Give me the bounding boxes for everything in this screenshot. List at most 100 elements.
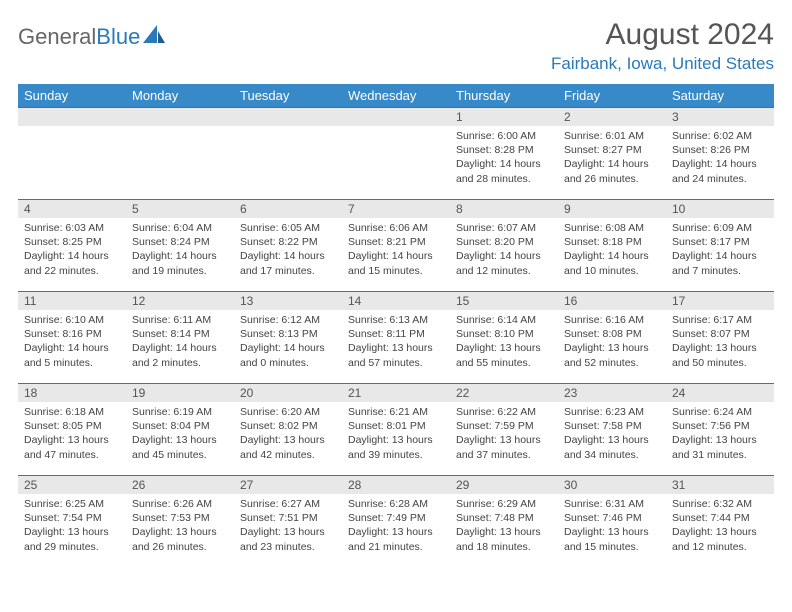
calendar-cell: 31Sunrise: 6:32 AMSunset: 7:44 PMDayligh… <box>666 476 774 568</box>
calendar-cell: 12Sunrise: 6:11 AMSunset: 8:14 PMDayligh… <box>126 292 234 384</box>
day-header: Monday <box>126 84 234 108</box>
day-number: 25 <box>18 476 126 494</box>
location-subtitle: Fairbank, Iowa, United States <box>551 54 774 74</box>
brand-logo: GeneralBlue <box>18 18 165 50</box>
day-number: 22 <box>450 384 558 402</box>
day-number: 10 <box>666 200 774 218</box>
calendar-cell: 2Sunrise: 6:01 AMSunset: 8:27 PMDaylight… <box>558 108 666 200</box>
day-details: Sunrise: 6:22 AMSunset: 7:59 PMDaylight:… <box>450 402 558 466</box>
day-details: Sunrise: 6:11 AMSunset: 8:14 PMDaylight:… <box>126 310 234 374</box>
day-details: Sunrise: 6:10 AMSunset: 8:16 PMDaylight:… <box>18 310 126 374</box>
day-number: 17 <box>666 292 774 310</box>
calendar-cell: 6Sunrise: 6:05 AMSunset: 8:22 PMDaylight… <box>234 200 342 292</box>
day-details: Sunrise: 6:24 AMSunset: 7:56 PMDaylight:… <box>666 402 774 466</box>
month-title: August 2024 <box>551 18 774 52</box>
day-number: 29 <box>450 476 558 494</box>
day-number: 7 <box>342 200 450 218</box>
calendar-cell: 1Sunrise: 6:00 AMSunset: 8:28 PMDaylight… <box>450 108 558 200</box>
day-number: 9 <box>558 200 666 218</box>
calendar-cell: .. <box>234 108 342 200</box>
day-number: 5 <box>126 200 234 218</box>
calendar-cell: .. <box>18 108 126 200</box>
brand-name-a: General <box>18 24 96 49</box>
calendar-cell: 22Sunrise: 6:22 AMSunset: 7:59 PMDayligh… <box>450 384 558 476</box>
calendar-head: SundayMondayTuesdayWednesdayThursdayFrid… <box>18 84 774 108</box>
day-details: Sunrise: 6:06 AMSunset: 8:21 PMDaylight:… <box>342 218 450 282</box>
day-number: 31 <box>666 476 774 494</box>
day-details: Sunrise: 6:18 AMSunset: 8:05 PMDaylight:… <box>18 402 126 466</box>
calendar-cell: 15Sunrise: 6:14 AMSunset: 8:10 PMDayligh… <box>450 292 558 384</box>
day-details: Sunrise: 6:04 AMSunset: 8:24 PMDaylight:… <box>126 218 234 282</box>
day-details: Sunrise: 6:29 AMSunset: 7:48 PMDaylight:… <box>450 494 558 558</box>
calendar-cell: 9Sunrise: 6:08 AMSunset: 8:18 PMDaylight… <box>558 200 666 292</box>
day-header: Wednesday <box>342 84 450 108</box>
day-number: 26 <box>126 476 234 494</box>
calendar-body: ........1Sunrise: 6:00 AMSunset: 8:28 PM… <box>18 108 774 568</box>
day-number: 6 <box>234 200 342 218</box>
day-details: Sunrise: 6:08 AMSunset: 8:18 PMDaylight:… <box>558 218 666 282</box>
calendar-cell: 20Sunrise: 6:20 AMSunset: 8:02 PMDayligh… <box>234 384 342 476</box>
day-number: 20 <box>234 384 342 402</box>
day-details: Sunrise: 6:03 AMSunset: 8:25 PMDaylight:… <box>18 218 126 282</box>
day-details: Sunrise: 6:21 AMSunset: 8:01 PMDaylight:… <box>342 402 450 466</box>
calendar-cell: .. <box>126 108 234 200</box>
day-details: Sunrise: 6:31 AMSunset: 7:46 PMDaylight:… <box>558 494 666 558</box>
day-details: Sunrise: 6:09 AMSunset: 8:17 PMDaylight:… <box>666 218 774 282</box>
sail-icon <box>143 25 165 50</box>
day-details: Sunrise: 6:00 AMSunset: 8:28 PMDaylight:… <box>450 126 558 190</box>
calendar-cell: 24Sunrise: 6:24 AMSunset: 7:56 PMDayligh… <box>666 384 774 476</box>
day-details: Sunrise: 6:07 AMSunset: 8:20 PMDaylight:… <box>450 218 558 282</box>
day-number: 15 <box>450 292 558 310</box>
day-details: Sunrise: 6:02 AMSunset: 8:26 PMDaylight:… <box>666 126 774 190</box>
calendar-cell: 17Sunrise: 6:17 AMSunset: 8:07 PMDayligh… <box>666 292 774 384</box>
day-details: Sunrise: 6:20 AMSunset: 8:02 PMDaylight:… <box>234 402 342 466</box>
day-header: Saturday <box>666 84 774 108</box>
day-header: Tuesday <box>234 84 342 108</box>
day-number: 30 <box>558 476 666 494</box>
day-number: 21 <box>342 384 450 402</box>
day-details: Sunrise: 6:23 AMSunset: 7:58 PMDaylight:… <box>558 402 666 466</box>
day-header: Thursday <box>450 84 558 108</box>
day-details: Sunrise: 6:16 AMSunset: 8:08 PMDaylight:… <box>558 310 666 374</box>
calendar-cell: 29Sunrise: 6:29 AMSunset: 7:48 PMDayligh… <box>450 476 558 568</box>
calendar-cell: 23Sunrise: 6:23 AMSunset: 7:58 PMDayligh… <box>558 384 666 476</box>
calendar-cell: 13Sunrise: 6:12 AMSunset: 8:13 PMDayligh… <box>234 292 342 384</box>
day-details: Sunrise: 6:19 AMSunset: 8:04 PMDaylight:… <box>126 402 234 466</box>
header-row: GeneralBlue August 2024 Fairbank, Iowa, … <box>18 18 774 74</box>
calendar-cell: 18Sunrise: 6:18 AMSunset: 8:05 PMDayligh… <box>18 384 126 476</box>
calendar-cell: 3Sunrise: 6:02 AMSunset: 8:26 PMDaylight… <box>666 108 774 200</box>
day-number: 16 <box>558 292 666 310</box>
calendar-cell: 7Sunrise: 6:06 AMSunset: 8:21 PMDaylight… <box>342 200 450 292</box>
day-number: 8 <box>450 200 558 218</box>
day-number: 18 <box>18 384 126 402</box>
day-details: Sunrise: 6:14 AMSunset: 8:10 PMDaylight:… <box>450 310 558 374</box>
calendar-cell: 26Sunrise: 6:26 AMSunset: 7:53 PMDayligh… <box>126 476 234 568</box>
day-details: Sunrise: 6:27 AMSunset: 7:51 PMDaylight:… <box>234 494 342 558</box>
day-details: Sunrise: 6:26 AMSunset: 7:53 PMDaylight:… <box>126 494 234 558</box>
day-details: Sunrise: 6:28 AMSunset: 7:49 PMDaylight:… <box>342 494 450 558</box>
calendar-cell: 5Sunrise: 6:04 AMSunset: 8:24 PMDaylight… <box>126 200 234 292</box>
calendar-cell: 27Sunrise: 6:27 AMSunset: 7:51 PMDayligh… <box>234 476 342 568</box>
day-number: 19 <box>126 384 234 402</box>
day-details: Sunrise: 6:32 AMSunset: 7:44 PMDaylight:… <box>666 494 774 558</box>
day-details: Sunrise: 6:25 AMSunset: 7:54 PMDaylight:… <box>18 494 126 558</box>
day-number: 24 <box>666 384 774 402</box>
day-number: 3 <box>666 108 774 126</box>
day-details: Sunrise: 6:13 AMSunset: 8:11 PMDaylight:… <box>342 310 450 374</box>
day-number: 27 <box>234 476 342 494</box>
day-header: Friday <box>558 84 666 108</box>
calendar-cell: 21Sunrise: 6:21 AMSunset: 8:01 PMDayligh… <box>342 384 450 476</box>
day-details: Sunrise: 6:05 AMSunset: 8:22 PMDaylight:… <box>234 218 342 282</box>
calendar-cell: 16Sunrise: 6:16 AMSunset: 8:08 PMDayligh… <box>558 292 666 384</box>
day-details: Sunrise: 6:01 AMSunset: 8:27 PMDaylight:… <box>558 126 666 190</box>
calendar-cell: 11Sunrise: 6:10 AMSunset: 8:16 PMDayligh… <box>18 292 126 384</box>
day-number: 14 <box>342 292 450 310</box>
calendar-table: SundayMondayTuesdayWednesdayThursdayFrid… <box>18 84 774 568</box>
calendar-cell: 28Sunrise: 6:28 AMSunset: 7:49 PMDayligh… <box>342 476 450 568</box>
calendar-cell: 10Sunrise: 6:09 AMSunset: 8:17 PMDayligh… <box>666 200 774 292</box>
calendar-cell: 14Sunrise: 6:13 AMSunset: 8:11 PMDayligh… <box>342 292 450 384</box>
day-number: 4 <box>18 200 126 218</box>
day-details: Sunrise: 6:12 AMSunset: 8:13 PMDaylight:… <box>234 310 342 374</box>
calendar-cell: 19Sunrise: 6:19 AMSunset: 8:04 PMDayligh… <box>126 384 234 476</box>
brand-name-b: Blue <box>96 24 140 49</box>
